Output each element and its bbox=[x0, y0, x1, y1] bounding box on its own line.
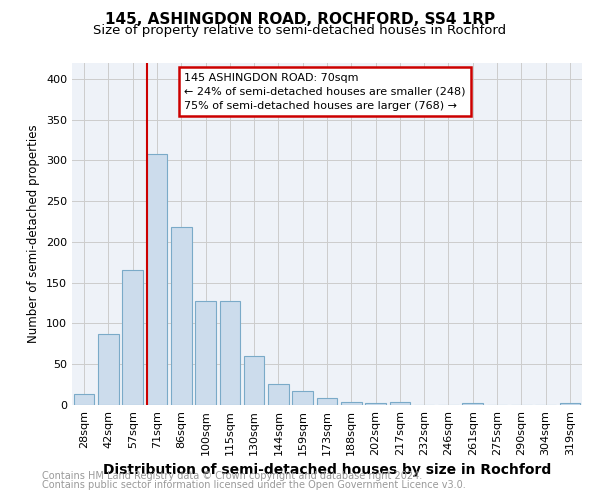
Text: Contains HM Land Registry data © Crown copyright and database right 2024.: Contains HM Land Registry data © Crown c… bbox=[42, 471, 422, 481]
Bar bbox=[463, 402, 483, 405]
Bar bbox=[244, 356, 265, 405]
Bar bbox=[268, 384, 289, 405]
Text: Size of property relative to semi-detached houses in Rochford: Size of property relative to semi-detach… bbox=[94, 24, 506, 37]
Bar bbox=[341, 402, 362, 405]
Bar bbox=[220, 300, 240, 405]
X-axis label: Distribution of semi-detached houses by size in Rochford: Distribution of semi-detached houses by … bbox=[103, 463, 551, 477]
Text: 145 ASHINGDON ROAD: 70sqm
← 24% of semi-detached houses are smaller (248)
75% of: 145 ASHINGDON ROAD: 70sqm ← 24% of semi-… bbox=[184, 73, 466, 111]
Text: 145, ASHINGDON ROAD, ROCHFORD, SS4 1RP: 145, ASHINGDON ROAD, ROCHFORD, SS4 1RP bbox=[105, 12, 495, 28]
Bar bbox=[74, 394, 94, 405]
Bar bbox=[122, 270, 143, 405]
Bar bbox=[292, 391, 313, 405]
Bar bbox=[389, 402, 410, 405]
Y-axis label: Number of semi-detached properties: Number of semi-detached properties bbox=[28, 124, 40, 343]
Text: Contains public sector information licensed under the Open Government Licence v3: Contains public sector information licen… bbox=[42, 480, 466, 490]
Bar bbox=[560, 402, 580, 405]
Bar bbox=[365, 404, 386, 405]
Bar bbox=[195, 300, 216, 405]
Bar bbox=[146, 154, 167, 405]
Bar bbox=[317, 398, 337, 405]
Bar bbox=[98, 334, 119, 405]
Bar bbox=[171, 227, 191, 405]
